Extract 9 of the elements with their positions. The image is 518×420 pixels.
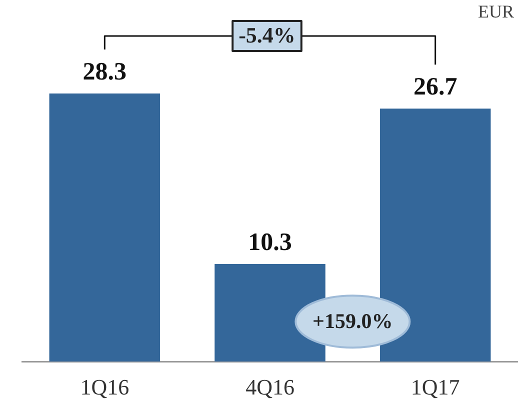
x-tick-label: 4Q16 [246, 374, 294, 400]
x-tick-label: 1Q16 [80, 374, 130, 400]
annotation: +159.0% [312, 309, 393, 334]
data-label: 10.3 [248, 228, 292, 256]
x-tick-label: 1Q17 [410, 374, 460, 400]
data-label: 28.3 [82, 58, 127, 86]
text: EUR [478, 2, 514, 22]
data-label: 26.7 [413, 74, 458, 101]
text: -5.4% [238, 22, 296, 48]
